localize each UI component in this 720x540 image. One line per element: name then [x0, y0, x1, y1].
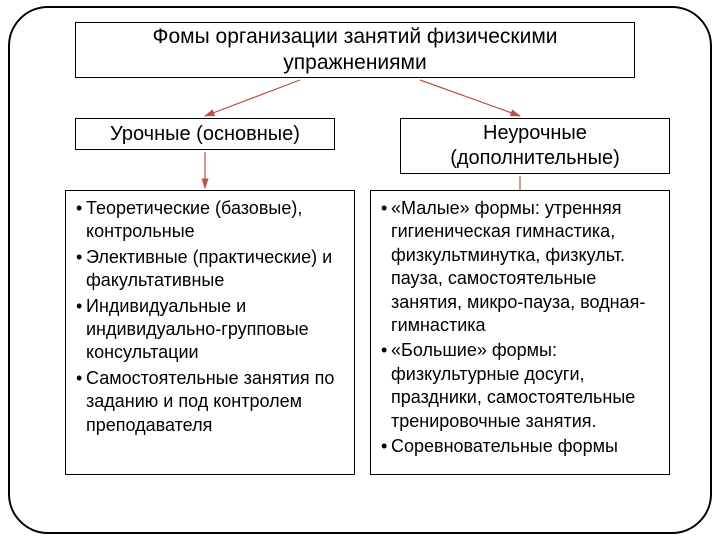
- list-item: «Малые» формы: утренняя гигиеническая ги…: [381, 197, 661, 337]
- list-item: Соревновательные формы: [381, 435, 661, 458]
- left-content-box: Теоретические (базовые), контрольныеЭлек…: [65, 190, 355, 475]
- list-item: «Большие» формы: физкультурные досуги, п…: [381, 339, 661, 433]
- left-subheading-box: Урочные (основные): [75, 118, 335, 150]
- left-subheading-text: Урочные (основные): [110, 122, 300, 147]
- title-box: Фомы организации занятий физическими упр…: [75, 22, 635, 78]
- right-subheading-line1: Неурочные: [483, 121, 587, 146]
- right-bullet-list: «Малые» формы: утренняя гигиеническая ги…: [381, 197, 661, 458]
- list-item: Самостоятельные занятия по заданию и под…: [76, 367, 346, 437]
- list-item: Теоретические (базовые), контрольные: [76, 197, 346, 244]
- title-text: Фомы организации занятий физическими упр…: [84, 24, 626, 77]
- left-bullet-list: Теоретические (базовые), контрольныеЭлек…: [76, 197, 346, 437]
- list-item: Индивидуальные и индивидуально-групповые…: [76, 295, 346, 365]
- right-subheading-line2: (дополнительные): [450, 146, 620, 171]
- right-content-box: «Малые» формы: утренняя гигиеническая ги…: [370, 190, 670, 475]
- list-item: Элективные (практические) и факультативн…: [76, 246, 346, 293]
- right-subheading-box: Неурочные (дополнительные): [400, 118, 670, 174]
